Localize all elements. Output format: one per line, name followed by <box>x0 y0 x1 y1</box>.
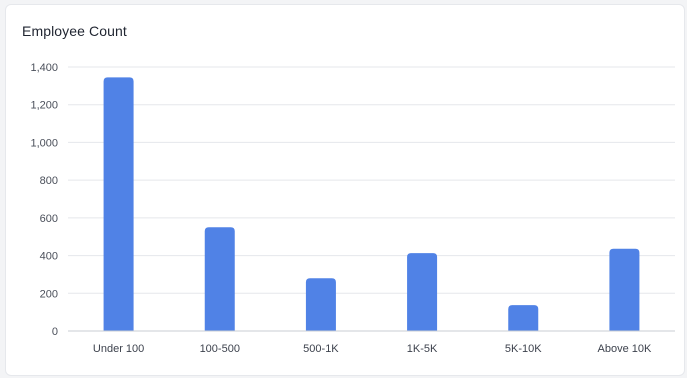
y-tick-label: 400 <box>40 251 58 263</box>
x-tick-label: Under 100 <box>93 343 144 355</box>
bar-above-10k[interactable] <box>609 249 639 331</box>
y-tick-label: 200 <box>40 288 58 300</box>
y-tick-label: 0 <box>52 326 58 338</box>
grid-lines <box>68 67 675 293</box>
x-tick-label: 100-500 <box>200 343 240 355</box>
y-tick-label: 1,400 <box>30 62 58 74</box>
bar-under-100[interactable] <box>104 77 134 331</box>
x-tick-label: 500-1K <box>303 343 339 355</box>
y-tick-label: 600 <box>40 213 58 225</box>
x-tick-label: Above 10K <box>598 343 652 355</box>
x-axis: Under 100 100-500 500-1K 1K-5K 5K-10K Above 1… <box>68 331 675 355</box>
y-axis: 0 200 400 600 800 1,000 1,200 1,400 <box>30 62 58 338</box>
y-tick-label: 800 <box>40 175 58 187</box>
bar-500-1k[interactable] <box>306 278 336 331</box>
x-tick-label: 5K-10K <box>505 343 542 355</box>
bar-1k-5k[interactable] <box>407 253 437 331</box>
x-tick-label: 1K-5K <box>407 343 438 355</box>
bar-100-500[interactable] <box>205 227 235 331</box>
bar-5k-10k[interactable] <box>508 305 538 331</box>
y-tick-label: 1,200 <box>30 100 58 112</box>
y-tick-label: 1,000 <box>30 137 58 149</box>
